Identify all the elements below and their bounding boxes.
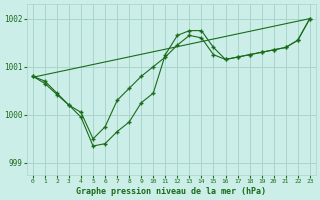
X-axis label: Graphe pression niveau de la mer (hPa): Graphe pression niveau de la mer (hPa) bbox=[76, 187, 266, 196]
